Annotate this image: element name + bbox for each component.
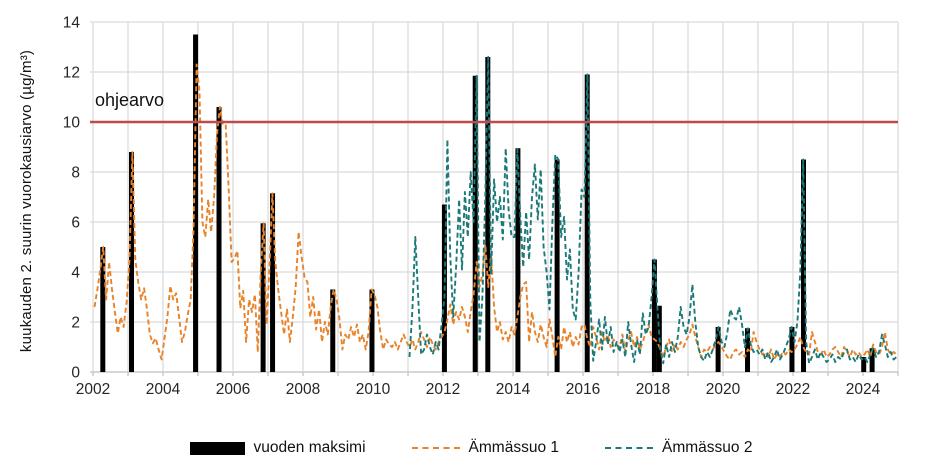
- bar-vuoden-maksimi: [789, 327, 795, 372]
- series-line-1: [93, 63, 898, 361]
- x-tick-label: 2016: [566, 381, 600, 398]
- bar-vuoden-maksimi: [869, 348, 875, 372]
- y-axis-title: kuukauden 2. suurin vuorokausiarvo (µg/m…: [18, 49, 35, 353]
- legend-label: Ämmässuo 2: [662, 439, 753, 456]
- y-tick-label: 14: [63, 15, 81, 32]
- bar-vuoden-maksimi: [801, 159, 807, 372]
- bar-vuoden-maksimi: [193, 34, 199, 372]
- guideline-label: ohjearvo: [95, 90, 165, 110]
- x-tick-label: 2004: [146, 381, 181, 398]
- bar-vuoden-maksimi: [330, 289, 336, 372]
- bar-vuoden-maksimi: [216, 107, 222, 372]
- x-tick-label: 2012: [426, 381, 460, 398]
- x-tick-label: 2006: [216, 381, 250, 398]
- y-tick-label: 0: [71, 365, 80, 382]
- legend-item-ammassuo-1: Ämmässuo 1: [411, 439, 559, 457]
- y-tick-label: 4: [71, 265, 80, 282]
- bar-swatch-icon: [189, 441, 245, 455]
- x-tick-label: 2008: [286, 381, 320, 398]
- series-line-2: [408, 56, 898, 365]
- x-tick-label: 2020: [706, 381, 741, 398]
- bar-vuoden-maksimi: [369, 289, 375, 372]
- bar-vuoden-maksimi: [861, 357, 867, 372]
- bar-vuoden-maksimi: [260, 223, 266, 372]
- x-tick-label: 2002: [76, 381, 110, 398]
- legend: vuoden maksimi Ämmässuo 1 Ämmässuo 2: [0, 434, 942, 462]
- bar-vuoden-maksimi: [485, 57, 491, 372]
- bar-vuoden-maksimi: [270, 193, 276, 372]
- bar-vuoden-maksimi: [515, 148, 521, 372]
- x-tick-label: 2022: [776, 381, 810, 398]
- bar-vuoden-maksimi: [129, 152, 135, 372]
- y-tick-label: 2: [71, 315, 80, 332]
- y-tick-label: 8: [71, 165, 80, 182]
- bar-vuoden-maksimi: [100, 247, 106, 372]
- x-tick-label: 2010: [356, 381, 391, 398]
- legend-label: Ämmässuo 1: [468, 439, 559, 456]
- dashed-line-swatch-icon: [605, 447, 653, 449]
- legend-item-vuoden-maksimi: vuoden maksimi: [189, 439, 366, 457]
- legend-label: vuoden maksimi: [253, 439, 366, 456]
- y-tick-label: 10: [63, 115, 81, 132]
- x-tick-label: 2024: [846, 381, 881, 398]
- y-tick-label: 12: [63, 65, 80, 82]
- bar-vuoden-maksimi: [472, 75, 478, 372]
- bar-vuoden-maksimi: [651, 259, 657, 372]
- x-tick-label: 2014: [496, 381, 531, 398]
- bar-vuoden-maksimi: [554, 159, 560, 372]
- dashed-line-swatch-icon: [411, 447, 460, 449]
- bar-vuoden-maksimi: [584, 74, 590, 372]
- legend-item-ammassuo-2: Ämmässuo 2: [605, 439, 752, 457]
- x-tick-label: 2018: [636, 381, 670, 398]
- y-tick-label: 6: [71, 215, 80, 232]
- bar-vuoden-maksimi: [715, 327, 721, 372]
